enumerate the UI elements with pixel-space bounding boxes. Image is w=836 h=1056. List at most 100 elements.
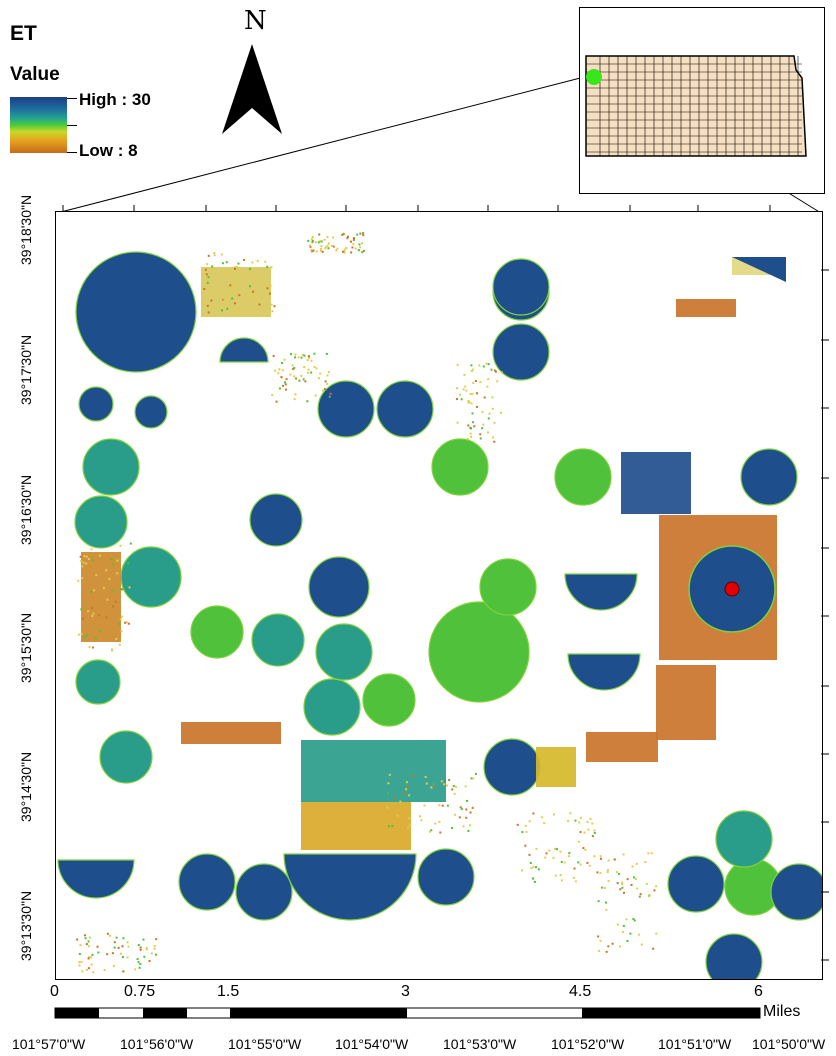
field-pixel xyxy=(102,587,105,590)
scale-label-15: 1.5 xyxy=(217,983,240,1000)
field-pixel xyxy=(525,830,528,833)
field-pixel xyxy=(91,953,94,956)
center-pivot-field xyxy=(705,933,763,979)
field-pixel xyxy=(552,856,555,859)
field-pixel xyxy=(87,967,90,970)
field-pixel xyxy=(92,971,95,974)
field-pixel xyxy=(474,379,477,382)
field-pixel xyxy=(361,251,364,254)
field-pixel xyxy=(460,398,463,401)
field-pixel xyxy=(108,578,111,581)
field-pixel xyxy=(487,417,490,420)
field-pixel xyxy=(607,880,610,883)
field-pixel xyxy=(548,849,551,852)
field-pixel xyxy=(264,260,267,263)
latitude-label: 39°15'30"N xyxy=(18,612,34,683)
field-pixel xyxy=(616,923,619,926)
field-pixel xyxy=(578,821,581,824)
rectangular-field xyxy=(181,722,281,744)
field-pixel xyxy=(278,368,281,371)
field-pixel xyxy=(471,393,474,396)
field-pixel xyxy=(90,956,93,959)
field-pixel xyxy=(541,816,544,819)
field-pixel xyxy=(271,310,274,313)
field-pixel xyxy=(82,561,85,564)
field-pixel xyxy=(448,778,451,781)
field-pixel xyxy=(650,852,653,855)
field-pixel xyxy=(622,853,625,856)
field-pixel xyxy=(272,355,275,358)
field-pixel xyxy=(341,250,344,253)
field-pixel xyxy=(607,945,610,948)
field-pixel xyxy=(487,431,490,434)
field-pixel xyxy=(306,359,309,362)
field-pixel xyxy=(220,253,223,256)
field-pixel xyxy=(298,379,301,382)
field-pixel xyxy=(310,250,313,253)
field-pixel xyxy=(270,303,273,306)
field-pixel xyxy=(464,385,467,388)
field-pixel xyxy=(225,278,228,281)
field-pixel xyxy=(360,242,363,245)
field-pixel xyxy=(465,389,468,392)
longitude-label: 101°53'0"W xyxy=(443,1036,517,1052)
field-pixel xyxy=(456,363,459,366)
field-pixel xyxy=(463,373,466,376)
field-pixel xyxy=(362,232,365,235)
field-pixel xyxy=(626,940,629,943)
field-pixel xyxy=(446,784,449,787)
field-pixel xyxy=(202,284,205,287)
field-pixel xyxy=(129,542,132,545)
field-pixel xyxy=(443,783,446,786)
field-pixel xyxy=(110,558,113,561)
field-pixel xyxy=(432,783,435,786)
field-pixel xyxy=(327,242,330,245)
field-pixel xyxy=(500,411,503,414)
field-pixel xyxy=(310,359,313,362)
field-pixel xyxy=(281,362,284,365)
field-pixel xyxy=(411,774,414,777)
field-pixel xyxy=(475,405,478,408)
field-pixel xyxy=(229,284,232,287)
field-pixel xyxy=(396,814,399,817)
field-pixel xyxy=(122,956,125,959)
center-pivot-field xyxy=(554,448,612,506)
field-pixel xyxy=(77,579,80,582)
field-pixel xyxy=(206,304,209,307)
field-pixel xyxy=(349,240,352,243)
field-pixel xyxy=(432,785,435,788)
field-pixel xyxy=(605,950,608,953)
field-pixel xyxy=(470,402,473,405)
field-pixel xyxy=(652,947,655,950)
field-pixel xyxy=(453,813,456,816)
field-pixel xyxy=(138,966,141,969)
field-pixel xyxy=(91,615,94,618)
field-pixel xyxy=(326,374,329,377)
field-pixel xyxy=(77,633,80,636)
field-pixel xyxy=(599,857,602,860)
field-pixel xyxy=(598,950,601,953)
scale-bar xyxy=(54,1007,761,1019)
field-pixel xyxy=(597,935,600,938)
field-pixel xyxy=(635,862,638,865)
field-pixel xyxy=(346,235,349,238)
field-pixel xyxy=(469,432,472,435)
irrigated-fields-layer xyxy=(57,232,822,979)
field-pixel xyxy=(470,370,473,373)
field-pixel xyxy=(234,265,237,268)
field-pixel xyxy=(117,946,120,949)
field-pixel xyxy=(121,945,124,948)
field-pixel xyxy=(567,820,570,823)
field-pixel xyxy=(356,233,359,236)
field-pixel xyxy=(128,586,131,589)
field-pixel xyxy=(79,944,82,947)
center-pivot-field xyxy=(667,855,725,913)
field-pixel xyxy=(78,961,81,964)
field-pixel xyxy=(455,785,458,788)
field-pixel xyxy=(629,932,632,935)
field-pixel xyxy=(119,588,122,591)
field-pixel xyxy=(225,273,228,276)
field-pixel xyxy=(206,263,209,266)
half-pivot-field xyxy=(564,573,638,611)
field-pixel xyxy=(563,861,566,864)
